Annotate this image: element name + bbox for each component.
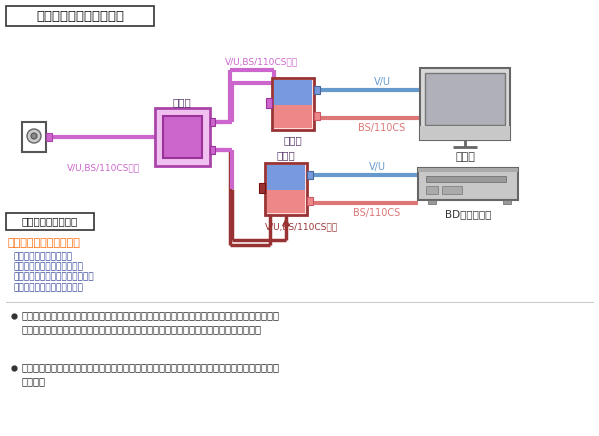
- Bar: [442, 186, 462, 194]
- Bar: [46, 133, 52, 141]
- Bar: [210, 118, 215, 126]
- Text: テレビ: テレビ: [455, 152, 475, 162]
- Bar: [272, 78, 314, 130]
- Text: このような接続のとき、
分波器と分配器は使う目的が
ちがうため、接続位置が間違うと
受信できない場合があります: このような接続のとき、 分波器と分配器は使う目的が ちがうため、接続位置が間違う…: [14, 252, 95, 292]
- Text: 分配器: 分配器: [173, 97, 191, 107]
- Bar: [265, 163, 307, 215]
- Text: V/U,BS/110CS混合: V/U,BS/110CS混合: [264, 222, 338, 232]
- Text: 様々なタイプの分波器や分配器製品が販売されていますが、形やデザインが似ているものが多い
ため、誤って逆に取り付けてしまわぬように標記をよく確かめてから接続してく: 様々なタイプの分波器や分配器製品が販売されていますが、形やデザインが似ているもの…: [22, 310, 280, 334]
- Bar: [425, 73, 505, 125]
- Text: 分波器・分配器の使用例: 分波器・分配器の使用例: [36, 10, 124, 23]
- Bar: [259, 183, 265, 193]
- Bar: [274, 80, 312, 105]
- Bar: [314, 112, 320, 120]
- Bar: [163, 116, 202, 158]
- Bar: [426, 186, 438, 194]
- Circle shape: [27, 129, 41, 143]
- Bar: [307, 197, 313, 205]
- Bar: [210, 146, 215, 154]
- Bar: [420, 126, 510, 140]
- Bar: [266, 98, 272, 108]
- Bar: [267, 165, 305, 190]
- Bar: [420, 68, 510, 140]
- Text: 分配器で分配する数が多すぎると電波が弱くなり、映りが悪くなる原因となりますのでご注意く
ださい。: 分配器で分配する数が多すぎると電波が弱くなり、映りが悪くなる原因となりますのでご…: [22, 362, 280, 386]
- Text: V/U: V/U: [374, 77, 391, 87]
- Text: 接続場所をまちがえない: 接続場所をまちがえない: [8, 238, 81, 248]
- Bar: [155, 108, 210, 166]
- Text: 分波器: 分波器: [277, 150, 295, 160]
- Bar: [6, 213, 94, 230]
- Bar: [503, 200, 511, 204]
- Bar: [22, 122, 46, 152]
- Bar: [267, 190, 305, 213]
- Bar: [418, 168, 518, 200]
- Text: チェックのポイント: チェックのポイント: [22, 216, 78, 226]
- Bar: [426, 176, 506, 182]
- Text: BS/110CS: BS/110CS: [353, 208, 401, 218]
- Text: 分波器: 分波器: [283, 135, 302, 145]
- Bar: [307, 171, 313, 179]
- Text: V/U: V/U: [368, 162, 386, 172]
- Bar: [428, 200, 436, 204]
- Bar: [314, 86, 320, 94]
- Text: V/U,BS/110CS混合: V/U,BS/110CS混合: [66, 164, 140, 173]
- Bar: [6, 6, 154, 26]
- Circle shape: [31, 133, 37, 139]
- Text: BDレコーダー: BDレコーダー: [445, 209, 491, 219]
- Text: BS/110CS: BS/110CS: [358, 123, 406, 133]
- Bar: [274, 105, 312, 128]
- Bar: [418, 168, 518, 172]
- Text: V/U,BS/110CS混合: V/U,BS/110CS混合: [225, 58, 298, 67]
